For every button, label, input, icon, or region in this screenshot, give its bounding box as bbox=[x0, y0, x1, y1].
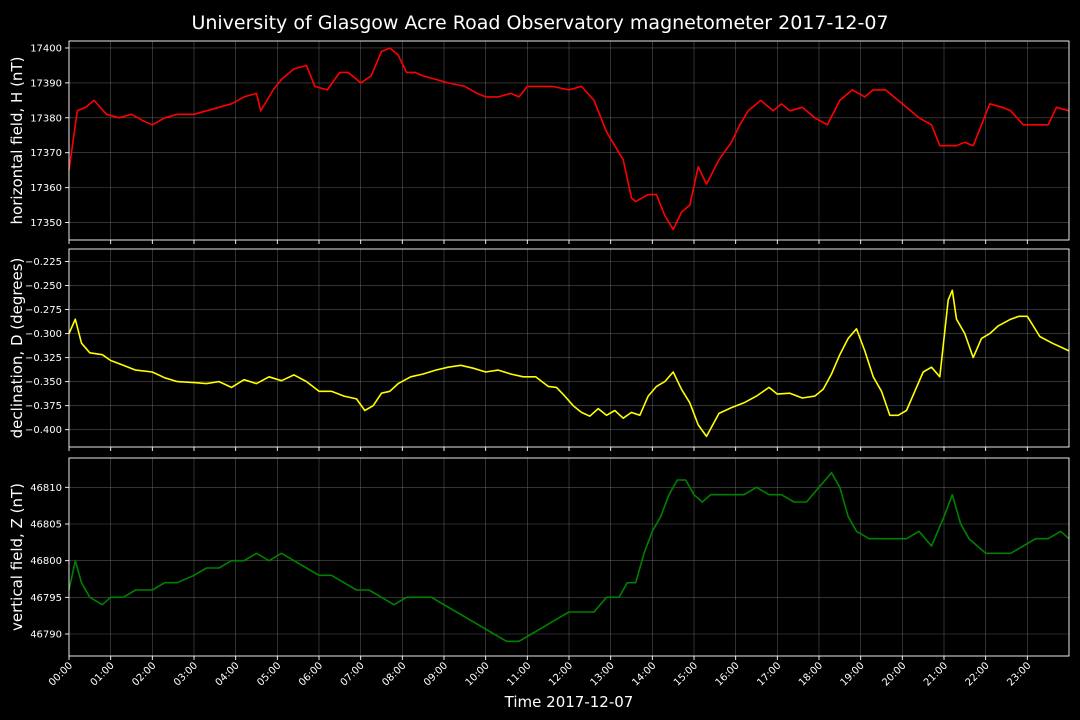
x-tick-label: 16:00 bbox=[714, 660, 742, 688]
declination-y-tick-label: −0.325 bbox=[25, 353, 62, 364]
x-tick-label: 07:00 bbox=[339, 660, 367, 688]
x-tick-label: 09:00 bbox=[422, 660, 450, 688]
declination-y-tick-label: −0.400 bbox=[25, 425, 62, 436]
declination-y-tick-label: −0.275 bbox=[25, 305, 62, 316]
x-tick-label: 17:00 bbox=[755, 660, 783, 688]
x-tick-label: 08:00 bbox=[380, 660, 408, 688]
horizontal-field-y-tick-label: 17360 bbox=[30, 183, 62, 194]
x-tick-label: 02:00 bbox=[130, 660, 158, 688]
x-tick-label: 12:00 bbox=[547, 660, 575, 688]
x-tick-label: 04:00 bbox=[214, 660, 242, 688]
declination-panel: −0.400 −0.375 −0.350 −0.325 −0.300 −0.275 −0.2… bbox=[8, 248, 1070, 451]
vertical-field-y-tick-label: 46800 bbox=[30, 556, 62, 567]
x-tick-label: 21:00 bbox=[922, 660, 950, 688]
vertical-field-series-line bbox=[68, 471, 1070, 643]
x-tick-label: 10:00 bbox=[464, 660, 492, 688]
x-tick-label: 00:00 bbox=[47, 660, 75, 688]
x-tick-label: 06:00 bbox=[297, 660, 325, 688]
x-axis-label: Time 2017-12-07 bbox=[504, 693, 634, 711]
horizontal-field-y-tick-label: 17400 bbox=[30, 43, 62, 54]
horizontal-field-y-axis-label: horizontal field, H (nT) bbox=[8, 57, 26, 225]
panels-group: 17350 17360 17370 17380 17390 17400 horizontal… bbox=[8, 40, 1070, 689]
horizontal-field-y-tick-label: 17350 bbox=[30, 218, 62, 229]
declination-y-axis-label: declination, D (degrees) bbox=[8, 258, 26, 439]
x-tick-label: 13:00 bbox=[589, 660, 617, 688]
vertical-field-panel: 46790 46795 46800 46805 46810 vertical field,… bbox=[8, 457, 1070, 660]
horizontal-field-y-tick-label: 17380 bbox=[30, 113, 62, 124]
horizontal-field-series-line bbox=[68, 47, 1070, 231]
horizontal-field-y-tick-label: 17370 bbox=[30, 148, 62, 159]
x-tick-label: 05:00 bbox=[255, 660, 283, 688]
declination-y-tick-label: −0.350 bbox=[25, 377, 62, 388]
declination-series-line bbox=[68, 289, 1070, 438]
x-tick-label: 18:00 bbox=[797, 660, 825, 688]
declination-frame bbox=[68, 248, 1070, 448]
x-tick-label: 19:00 bbox=[839, 660, 867, 688]
chart-title: University of Glasgow Acre Road Observat… bbox=[191, 12, 888, 34]
vertical-field-y-tick-label: 46790 bbox=[30, 630, 62, 641]
horizontal-field-panel: 17350 17360 17370 17380 17390 17400 horizontal… bbox=[8, 40, 1070, 244]
x-tick-label: 11:00 bbox=[505, 660, 533, 688]
declination-y-tick-label: −0.300 bbox=[25, 329, 62, 340]
x-tick-label: 01:00 bbox=[89, 660, 117, 688]
horizontal-field-frame bbox=[68, 40, 1070, 241]
horizontal-field-y-tick-label: 17390 bbox=[30, 78, 62, 89]
vertical-field-y-tick-label: 46805 bbox=[30, 520, 62, 531]
x-tick-label: 15:00 bbox=[672, 660, 700, 688]
vertical-field-y-tick-label: 46795 bbox=[30, 593, 62, 604]
vertical-field-frame bbox=[68, 457, 1070, 657]
vertical-field-y-axis-label: vertical field, Z (nT) bbox=[8, 483, 26, 631]
declination-y-tick-label: −0.375 bbox=[25, 401, 62, 412]
declination-y-tick-label: −0.250 bbox=[25, 281, 62, 292]
declination-y-tick-label: −0.225 bbox=[25, 257, 62, 268]
x-tick-label: 23:00 bbox=[1005, 660, 1033, 688]
x-tick-label: 20:00 bbox=[880, 660, 908, 688]
x-tick-label: 03:00 bbox=[172, 660, 200, 688]
x-tick-label: 22:00 bbox=[964, 660, 992, 688]
vertical-field-y-tick-label: 46810 bbox=[30, 483, 62, 494]
x-tick-label: 14:00 bbox=[630, 660, 658, 688]
